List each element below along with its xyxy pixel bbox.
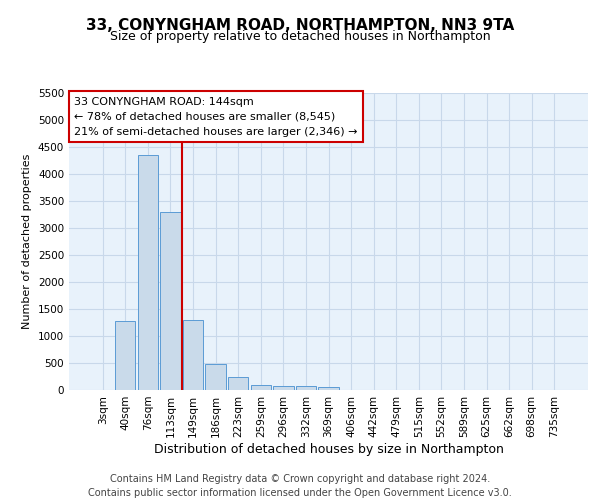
Text: Size of property relative to detached houses in Northampton: Size of property relative to detached ho… [110,30,490,43]
Bar [160,212,181,390]
Bar [273,386,293,390]
Bar [319,388,338,390]
Bar [138,154,158,390]
Bar [228,377,248,390]
Text: 33, CONYNGHAM ROAD, NORTHAMPTON, NN3 9TA: 33, CONYNGHAM ROAD, NORTHAMPTON, NN3 9TA [86,18,514,32]
Bar [296,386,316,390]
X-axis label: Distribution of detached houses by size in Northampton: Distribution of detached houses by size … [154,442,503,456]
Bar [251,384,271,390]
Bar [183,320,203,390]
Text: 33 CONYNGHAM ROAD: 144sqm
← 78% of detached houses are smaller (8,545)
21% of se: 33 CONYNGHAM ROAD: 144sqm ← 78% of detac… [74,97,358,136]
Bar [205,364,226,390]
Bar [115,321,136,390]
Text: Contains HM Land Registry data © Crown copyright and database right 2024.
Contai: Contains HM Land Registry data © Crown c… [88,474,512,498]
Y-axis label: Number of detached properties: Number of detached properties [22,154,32,329]
